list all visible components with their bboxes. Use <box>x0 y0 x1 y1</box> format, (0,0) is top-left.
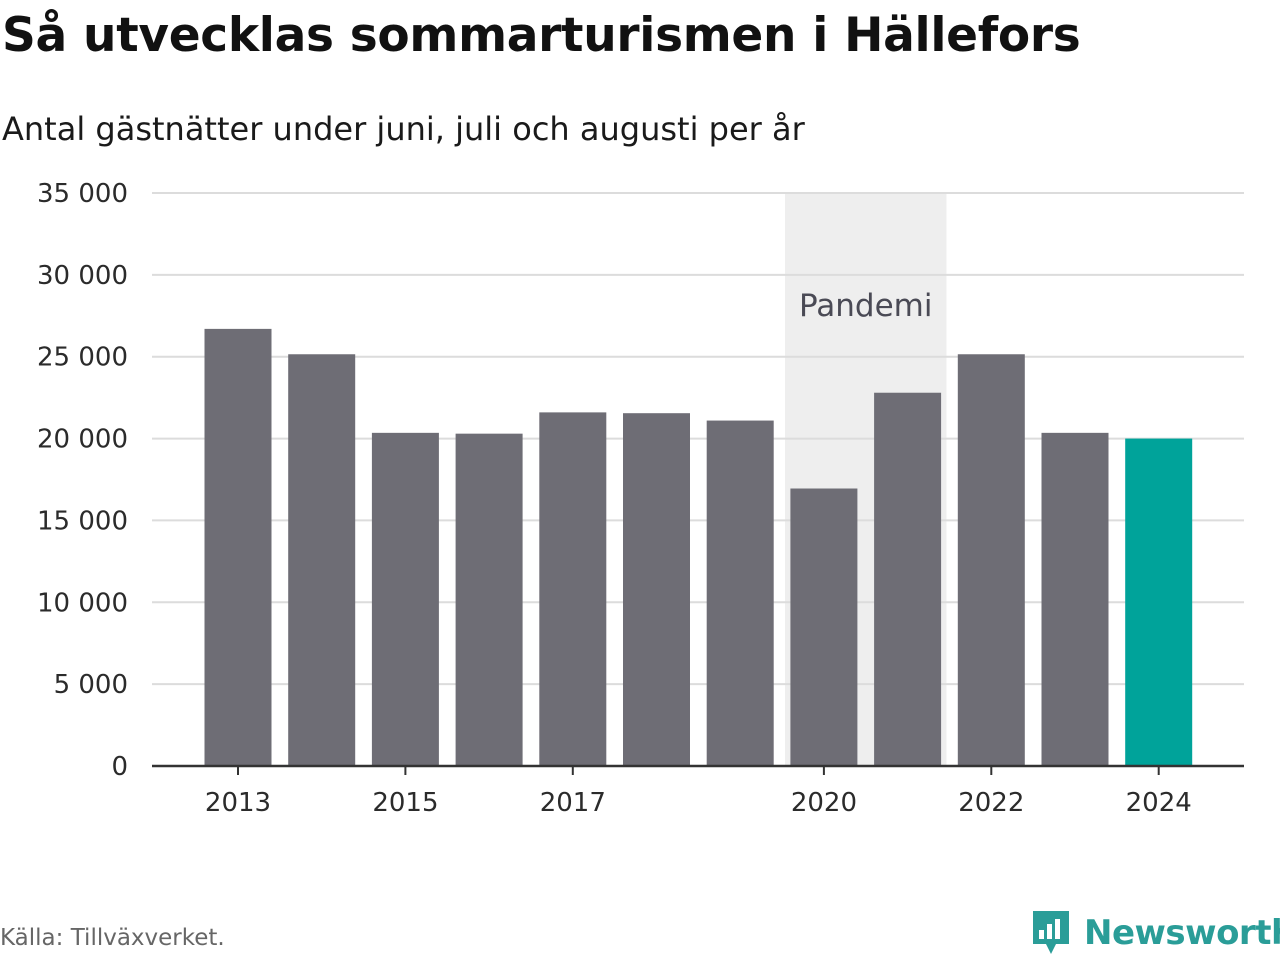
y-tick-label: 5 000 <box>54 670 128 700</box>
y-tick-label: 15 000 <box>37 506 128 536</box>
newsworthy-logo: Newsworthy <box>1030 908 1280 958</box>
x-tick-label: 2022 <box>958 788 1024 818</box>
y-tick-label: 10 000 <box>37 588 128 618</box>
y-tick-label: 25 000 <box>37 343 128 373</box>
y-tick-label: 35 000 <box>37 179 128 209</box>
y-tick-label: 20 000 <box>37 425 128 455</box>
bar-chart: Pandemi 0 5 000 10 000 15 000 20 000 25 000 30… <box>37 179 1244 818</box>
chart-subtitle: Antal gästnätter under juni, juli och au… <box>2 110 805 148</box>
x-tick-label: 2017 <box>540 788 606 818</box>
source-note: Källa: Tillväxverket. <box>0 925 225 951</box>
axes <box>152 764 1244 775</box>
x-tick-label: 2013 <box>205 788 271 818</box>
brand-name: Newsworthy <box>1084 913 1280 953</box>
x-tick-label: 2015 <box>372 788 438 818</box>
x-tick-label: 2020 <box>791 788 857 818</box>
y-tick-label: 30 000 <box>37 261 128 291</box>
bar-2013 <box>204 328 272 766</box>
x-tick-label: 2024 <box>1126 788 1192 818</box>
bar-2019 <box>706 420 774 766</box>
bar-2023 <box>1041 432 1109 766</box>
bar-2020 <box>790 488 858 766</box>
bar-2014 <box>288 354 356 766</box>
bar-2018 <box>623 413 690 766</box>
bar-2017 <box>539 412 607 766</box>
bars <box>204 328 1193 766</box>
pandemic-label: Pandemi <box>799 288 933 324</box>
bar-2022 <box>957 354 1025 766</box>
bar-2024 <box>1125 438 1193 766</box>
newsworthy-logo-icon <box>1033 911 1069 954</box>
tick-labels: 0 5 000 10 000 15 000 20 000 25 000 30 000 35 0… <box>37 179 1192 818</box>
chart-title: Så utvecklas sommarturismen i Hällefors <box>2 8 1081 63</box>
bar-2016 <box>455 433 523 766</box>
bar-2015 <box>371 432 439 766</box>
y-tick-label: 0 <box>111 752 128 782</box>
bar-2021 <box>874 392 942 766</box>
